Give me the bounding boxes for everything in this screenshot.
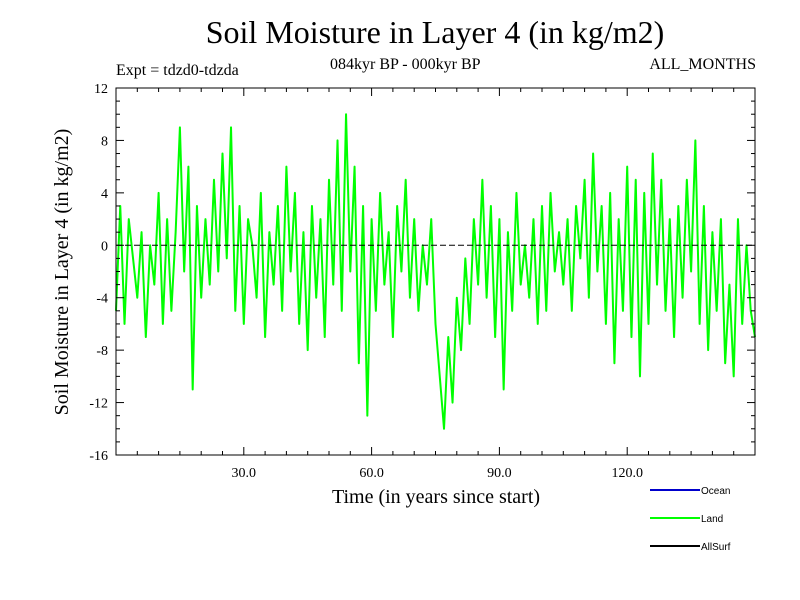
legend: Ocean Land AllSurf [650,486,731,553]
experiment-label: Expt = tdzd0-tdzda [116,62,239,79]
series-line-land [115,113,756,430]
plot-frame [115,87,756,456]
y-tick-label: 8 [101,134,108,149]
plot-area [115,113,756,430]
y-tick-label: 12 [94,82,108,97]
y-tick-label: 0 [101,239,108,254]
x-axis-title: Time (in years since start) [332,486,540,508]
x-tick-label: 30.0 [232,466,257,481]
legend-label-allsurf: AllSurf [701,542,731,553]
y-tick-label: -12 [89,397,108,412]
chart-subtitle: 084kyr BP - 000kyr BP [330,56,481,73]
legend-label-ocean: Ocean [701,486,730,497]
x-tick-label: 60.0 [359,466,384,481]
y-tick-label: -4 [96,292,108,307]
months-label: ALL_MONTHS [649,56,756,73]
y-axis-title: Soil Moisture in Layer 4 (in kg/m2) [51,129,73,416]
axis-labels: 12 8 4 0 -4 -8 -12 -16 30.0 60.0 90.0 120.0 [89,82,643,481]
legend-label-land: Land [701,514,723,525]
x-tick-label: 120.0 [611,466,643,481]
y-tick-label: -8 [96,344,108,359]
x-tick-label: 90.0 [487,466,512,481]
y-tick-label: -16 [89,449,108,464]
y-tick-label: 4 [101,187,108,202]
chart-title: Soil Moisture in Layer 4 (in kg/m2) [205,14,665,50]
axis-ticks [116,87,755,456]
